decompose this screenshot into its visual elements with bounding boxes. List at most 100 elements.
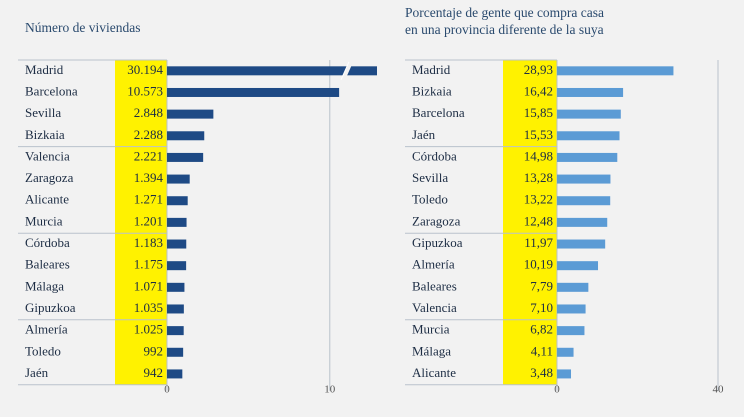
value-label: 2.288 xyxy=(134,127,163,142)
bar xyxy=(167,109,214,119)
category-label: Valencia xyxy=(412,300,457,315)
bar xyxy=(557,66,674,76)
category-label: Málaga xyxy=(412,343,451,358)
axis-break xyxy=(340,61,350,81)
x-tick-label: 0 xyxy=(554,384,560,396)
category-label: Bizkaia xyxy=(25,127,65,142)
value-label: 1.271 xyxy=(134,192,163,207)
value-label: 14,98 xyxy=(524,148,553,163)
category-label: Córdoba xyxy=(25,235,70,250)
value-label: 15,53 xyxy=(524,127,553,142)
bar xyxy=(557,369,572,379)
bar xyxy=(557,152,618,162)
category-label: Bizkaia xyxy=(412,83,452,98)
value-label: 4,11 xyxy=(531,343,553,358)
bar xyxy=(167,369,183,379)
category-label: Barcelona xyxy=(412,105,465,120)
category-label: Córdoba xyxy=(412,148,457,163)
value-label: 1.175 xyxy=(134,257,163,272)
category-label: Almería xyxy=(412,257,455,272)
category-label: Alicante xyxy=(412,365,456,380)
highlight-column xyxy=(503,60,557,385)
bar xyxy=(167,66,377,76)
category-label: Zaragoza xyxy=(25,170,74,185)
category-label: Baleares xyxy=(25,257,70,272)
bar xyxy=(167,152,204,162)
chart-title: en una provincia diferente de la suya xyxy=(405,22,604,37)
category-label: Toledo xyxy=(25,343,61,358)
bar xyxy=(557,304,586,314)
bar xyxy=(167,174,190,184)
axis-break xyxy=(341,61,353,81)
value-label: 7,10 xyxy=(530,300,553,315)
bar xyxy=(557,217,608,227)
bar xyxy=(557,174,611,184)
bar xyxy=(557,109,621,119)
value-label: 30.194 xyxy=(127,62,163,77)
highlight-column xyxy=(115,60,167,385)
bar xyxy=(167,87,340,97)
category-label: Barcelona xyxy=(25,83,78,98)
value-label: 13,28 xyxy=(524,170,553,185)
category-label: Murcia xyxy=(25,213,63,228)
bar xyxy=(557,282,589,292)
value-label: 12,48 xyxy=(524,213,553,228)
category-label: Almería xyxy=(25,322,68,337)
bar xyxy=(167,131,205,141)
value-label: 1.183 xyxy=(134,235,163,250)
value-label: 1.394 xyxy=(134,170,164,185)
bar xyxy=(557,131,620,141)
bar xyxy=(557,326,585,336)
value-label: 2.221 xyxy=(134,148,163,163)
category-label: Alicante xyxy=(25,192,69,207)
value-label: 13,22 xyxy=(524,192,553,207)
bar xyxy=(557,87,624,97)
value-label: 1.025 xyxy=(134,322,163,337)
value-label: 28,93 xyxy=(524,62,553,77)
category-label: Gipuzkoa xyxy=(25,300,76,315)
category-label: Málaga xyxy=(25,278,64,293)
x-tick-label: 0 xyxy=(164,384,170,396)
bar xyxy=(167,282,185,292)
value-label: 3,48 xyxy=(530,365,553,380)
bar xyxy=(557,261,599,271)
category-label: Baleares xyxy=(412,278,457,293)
category-label: Jaén xyxy=(412,127,436,142)
bar xyxy=(557,239,606,249)
value-label: 15,85 xyxy=(524,105,553,120)
category-label: Sevilla xyxy=(25,105,61,120)
bar xyxy=(167,196,188,206)
chart-title: Porcentaje de gente que compra casa xyxy=(405,5,604,20)
bar xyxy=(167,326,184,336)
category-label: Madrid xyxy=(25,62,64,77)
category-label: Toledo xyxy=(412,192,448,207)
bar xyxy=(167,347,184,357)
category-label: Valencia xyxy=(25,148,70,163)
category-label: Gipuzkoa xyxy=(412,235,463,250)
category-label: Madrid xyxy=(412,62,451,77)
category-label: Murcia xyxy=(412,322,450,337)
value-label: 1.201 xyxy=(134,213,163,228)
value-label: 2.848 xyxy=(134,105,163,120)
bar xyxy=(557,196,611,206)
value-label: 7,79 xyxy=(530,278,553,293)
x-tick-label: 40 xyxy=(713,384,725,396)
category-label: Sevilla xyxy=(412,170,448,185)
value-label: 1.071 xyxy=(134,278,163,293)
value-label: 11,97 xyxy=(524,235,553,250)
value-label: 6,82 xyxy=(530,322,553,337)
value-label: 10.573 xyxy=(127,83,163,98)
bar xyxy=(167,261,187,271)
x-tick-label: 10 xyxy=(324,384,336,396)
category-label: Jaén xyxy=(25,365,49,380)
bar xyxy=(167,217,187,227)
value-label: 942 xyxy=(144,365,164,380)
category-label: Zaragoza xyxy=(412,213,461,228)
value-label: 10,19 xyxy=(524,257,553,272)
value-label: 1.035 xyxy=(134,300,163,315)
value-label: 992 xyxy=(144,343,164,358)
value-label: 16,42 xyxy=(524,83,553,98)
chart-title: Número de viviendas xyxy=(25,20,140,35)
bar xyxy=(557,347,574,357)
